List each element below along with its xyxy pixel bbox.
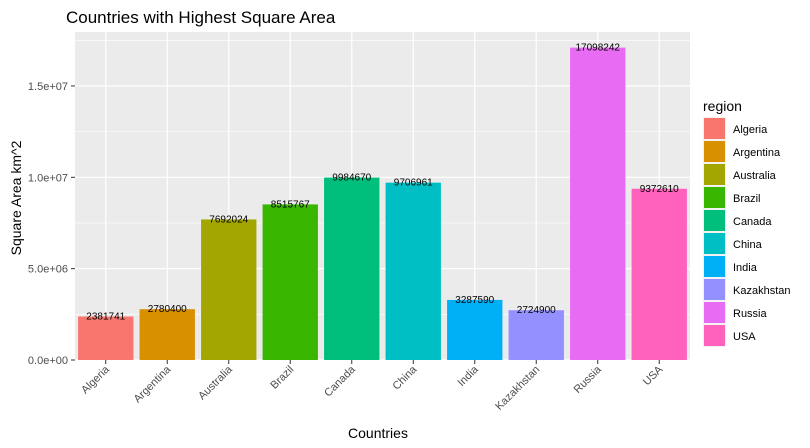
legend: region Algeria Argentina Australia Brazil Ca…: [703, 98, 790, 347]
data-label: 7692024: [209, 214, 248, 225]
bars: [78, 47, 687, 360]
x-tick-label: Algeria: [79, 363, 112, 396]
bar-russia: [570, 47, 626, 360]
data-label: 9984670: [332, 173, 371, 184]
legend-swatch: [704, 118, 725, 139]
bar-argentina: [139, 309, 195, 360]
legend-swatch: [704, 325, 725, 346]
data-label: 9372610: [640, 184, 679, 195]
bar-brazil: [262, 204, 318, 360]
y-axis: 0.0e+00 5.0e+06 1.0e+07 1.5e+07: [28, 81, 75, 367]
legend-entry-label: Kazakhstan: [733, 285, 790, 297]
y-tick-label: 1.5e+07: [28, 81, 68, 93]
x-tick-label: Kazakhstan: [493, 364, 542, 413]
legend-entry-label: India: [733, 262, 758, 274]
data-label: 8515767: [271, 199, 310, 210]
legend-entry-label: Australia: [733, 170, 777, 182]
bar-algeria: [78, 316, 134, 360]
bar-india: [447, 299, 503, 360]
y-axis-title: Square Area km^2: [8, 140, 24, 255]
legend-swatch: [704, 141, 725, 162]
x-tick-label: India: [456, 363, 482, 389]
x-tick-label: Australia: [196, 363, 235, 402]
chart-title: Countries with Highest Square Area: [66, 8, 336, 27]
bar-canada: [324, 177, 380, 360]
legend-entry-label: Argentina: [733, 147, 781, 159]
legend-swatch: [704, 302, 725, 323]
legend-swatch: [704, 279, 725, 300]
y-tick-label: 5.0e+06: [28, 264, 68, 276]
x-tick-label: China: [391, 363, 420, 392]
x-axis-title: Countries: [348, 425, 408, 441]
x-tick-label: Russia: [572, 363, 605, 396]
x-tick-label: Canada: [322, 363, 358, 399]
legend-swatch: [704, 164, 725, 185]
data-label: 17098242: [576, 43, 621, 54]
data-label: 9706961: [394, 178, 433, 189]
legend-entry-label: Brazil: [733, 193, 761, 205]
y-tick-label: 1.0e+07: [28, 172, 68, 184]
data-label: 2381741: [86, 311, 125, 322]
data-label: 3287590: [455, 295, 494, 306]
x-tick-label: Argentina: [132, 363, 174, 405]
x-axis: Algeria Argentina Australia Brazil Canada Chi…: [79, 360, 666, 413]
legend-swatch: [704, 233, 725, 254]
legend-swatch: [704, 210, 725, 231]
legend-entry-label: Russia: [733, 308, 768, 320]
legend-entry-label: Algeria: [733, 124, 768, 136]
bar-china: [385, 182, 441, 360]
data-label: 2724900: [517, 305, 556, 316]
bar-kazakhstan: [508, 310, 564, 360]
y-tick-label: 0.0e+00: [28, 355, 68, 367]
legend-swatch: [704, 187, 725, 208]
legend-entry-label: USA: [733, 331, 756, 343]
legend-entry-label: China: [733, 239, 763, 251]
x-tick-label: Brazil: [268, 364, 296, 392]
legend-title: region: [703, 98, 742, 114]
x-tick-label: USA: [641, 363, 666, 388]
data-label: 2780400: [148, 304, 187, 315]
bar-usa: [631, 188, 687, 360]
legend-swatch: [704, 256, 725, 277]
bar-australia: [201, 219, 257, 360]
legend-entry-label: Canada: [733, 216, 772, 228]
data-labels: 2381741 2780400 7692024 8515767 9984670 97069…: [86, 43, 679, 323]
